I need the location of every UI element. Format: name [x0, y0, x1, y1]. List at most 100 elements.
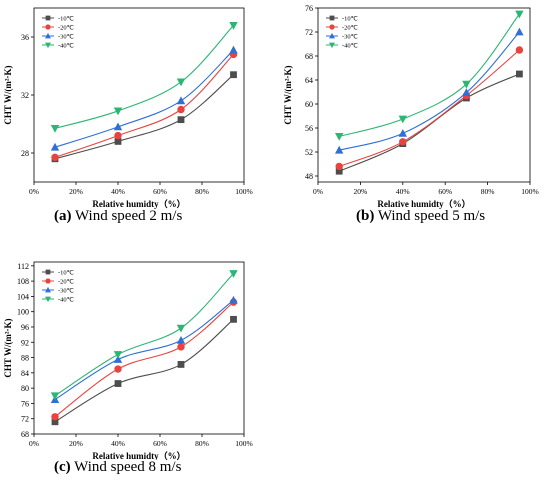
- data-point: [176, 324, 186, 333]
- series-1: [51, 71, 237, 163]
- legend-label: -40℃: [58, 43, 75, 50]
- data-point: [398, 115, 407, 124]
- series-3: [335, 27, 524, 154]
- x-tick-label: 80%: [481, 187, 495, 196]
- series-3: [50, 45, 238, 151]
- data-point: [176, 96, 186, 105]
- x-tick-label: 0%: [313, 187, 323, 196]
- x-tick-label: 0%: [29, 439, 39, 448]
- y-tick-label: 104: [17, 292, 29, 301]
- y-tick-label: 76: [305, 4, 313, 13]
- series-line: [54, 74, 234, 160]
- plot-frame: [317, 7, 531, 183]
- x-axis-label: Relative humidty（%）: [377, 199, 470, 209]
- y-axis-label: CHT W/(m²·K): [3, 65, 13, 124]
- y-tick-label: 108: [17, 277, 29, 286]
- data-point: [462, 88, 471, 96]
- legend-marker: [45, 24, 51, 30]
- y-tick-label: 72: [305, 28, 313, 37]
- series-line: [338, 73, 520, 172]
- x-tick-label: 20%: [354, 187, 368, 196]
- y-tick-label: 92: [21, 338, 29, 347]
- data-point: [114, 131, 122, 140]
- legend-label: -20℃: [58, 25, 75, 32]
- data-point: [335, 167, 343, 175]
- y-tick-label: 96: [21, 323, 29, 332]
- legend-marker: [329, 42, 335, 49]
- data-point: [113, 355, 123, 363]
- x-tick-label: 60%: [438, 187, 452, 196]
- data-point: [398, 129, 407, 137]
- y-tick-label: 32: [21, 91, 29, 100]
- y-tick-label: 80: [21, 384, 29, 393]
- x-tick-label: 80%: [195, 439, 209, 448]
- legend-label: -10℃: [58, 270, 75, 277]
- data-point: [462, 80, 471, 89]
- series-2: [51, 50, 238, 162]
- series-line: [54, 301, 234, 418]
- caption-a-letter: (a): [54, 208, 72, 224]
- legend-label: -40℃: [58, 297, 75, 304]
- y-tick-label: 84: [21, 369, 29, 378]
- series-line: [54, 273, 234, 397]
- legend-marker: [45, 296, 51, 303]
- legend-label: -10℃: [58, 16, 75, 23]
- x-tick-label: 20%: [69, 439, 83, 448]
- data-point: [50, 124, 60, 133]
- x-tick-label: 60%: [153, 439, 167, 448]
- x-tick-label: 20%: [69, 187, 83, 196]
- data-point: [177, 361, 185, 368]
- legend: -10℃ -20℃ -30℃ -40℃: [42, 16, 75, 50]
- x-axis-label: Relative humidty（%）: [92, 451, 185, 460]
- series-1: [335, 70, 523, 175]
- y-tick-label: 52: [305, 148, 313, 157]
- data-point: [515, 27, 524, 36]
- data-point: [229, 295, 238, 304]
- plot-frame: [33, 261, 245, 435]
- series-line: [339, 31, 520, 151]
- series-line: [339, 49, 520, 167]
- data-point: [113, 122, 123, 131]
- x-tick-label: 100%: [521, 187, 539, 196]
- y-tick-label: 36: [21, 33, 29, 42]
- legend-label: -30℃: [58, 34, 75, 41]
- data-point: [50, 142, 60, 151]
- y-tick-label: 64: [305, 76, 313, 85]
- series-line: [54, 54, 234, 158]
- y-tick-label: 76: [21, 399, 29, 408]
- data-point: [114, 380, 122, 387]
- legend-marker: [329, 32, 335, 39]
- x-tick-label: 60%: [153, 187, 167, 196]
- y-tick-label: 60: [305, 100, 313, 109]
- chart-a-svg: 28 32 36 0% 20% 40% 60% 80% 100% Relative humidty…: [3, 7, 253, 209]
- chart-panel-a: 28 32 36 0% 20% 40% 60% 80% 100% Relative humidty…: [0, 0, 260, 210]
- data-point: [230, 315, 237, 323]
- legend: -10℃ -20℃ -30℃ -40℃: [326, 16, 359, 50]
- y-axis-label: CHT W/(m²·K): [283, 65, 293, 124]
- series-4: [50, 270, 238, 401]
- series-3: [50, 295, 238, 403]
- y-tick-label: 48: [305, 172, 313, 181]
- series-line: [54, 25, 234, 129]
- caption-b-text: Wind speed 5 m/s: [374, 208, 486, 224]
- data-point: [229, 22, 238, 30]
- caption-a-text: Wind speed 2 m/s: [71, 208, 183, 224]
- data-point: [51, 418, 59, 426]
- chart-c-svg: 68 72 76 80 84 88 92 96 100 104 108 112 0% 20% 40% 60% 8…: [3, 261, 253, 461]
- y-tick-label: 56: [305, 124, 313, 133]
- chart-panel-c: 68 72 76 80 84 88 92 96 100 104 108 112 0% 20% 40% 60% 8…: [0, 240, 260, 461]
- data-point: [516, 70, 523, 78]
- x-tick-label: 0%: [29, 187, 39, 196]
- x-tick-label: 40%: [396, 187, 410, 196]
- y-tick-label: 100: [17, 308, 29, 317]
- series-line: [54, 299, 234, 401]
- legend-label: -30℃: [342, 34, 359, 41]
- data-point: [229, 270, 238, 278]
- x-tick-label: 40%: [111, 439, 125, 448]
- legend-marker: [45, 42, 51, 49]
- data-point: [335, 162, 343, 171]
- data-point: [177, 343, 185, 351]
- data-point: [114, 138, 122, 145]
- data-point: [114, 365, 122, 373]
- data-point: [50, 392, 60, 401]
